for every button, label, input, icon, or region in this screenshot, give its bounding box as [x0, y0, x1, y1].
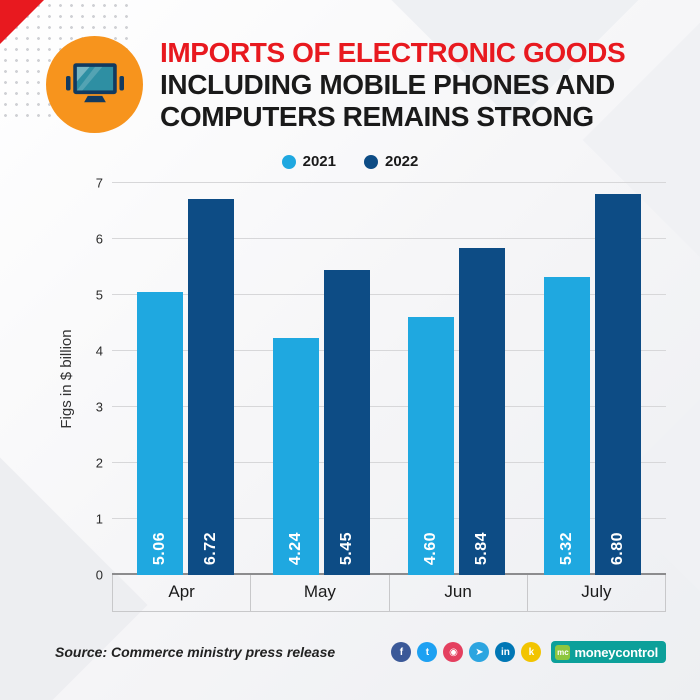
y-tick-label: 6 — [95, 231, 103, 247]
bar-2022-apr: 6.72 — [188, 198, 235, 575]
twitter-icon[interactable]: t — [417, 642, 438, 662]
x-axis: Apr May Jun July — [112, 575, 666, 612]
gridline — [112, 182, 666, 183]
legend-item-2022: 2022 — [364, 153, 418, 170]
y-tick-label: 2 — [95, 455, 103, 471]
linkedin-icon[interactable]: in — [495, 642, 516, 662]
koo-icon[interactable]: k — [521, 642, 542, 662]
bar-group-may: 4.24 5.45 — [272, 183, 370, 575]
page-title-line2: INCLUDING MOBILE PHONES AND — [160, 69, 615, 101]
bar-2022-jun: 5.84 — [459, 247, 506, 575]
instagram-icon[interactable]: ◉ — [443, 642, 464, 662]
gridline — [112, 573, 666, 575]
legend-label-2021: 2021 — [302, 153, 336, 170]
bar-2021-may: 4.24 — [272, 337, 319, 575]
y-tick-label: 1 — [95, 511, 103, 527]
footer: Source: Commerce ministry press release … — [55, 641, 666, 663]
bar-value-label: 5.45 — [337, 531, 355, 565]
bar-value-label: 4.24 — [286, 531, 304, 565]
tv-icon-badge — [46, 36, 143, 133]
legend-dot-2022 — [364, 154, 378, 169]
x-axis-label-may: May — [250, 575, 388, 611]
gridline — [112, 462, 666, 463]
gridline — [112, 518, 666, 519]
page-title-line3: COMPUTERS REMAINS STRONG — [160, 101, 594, 133]
legend: 2021 2022 — [0, 153, 700, 170]
title-block: IMPORTS OF ELECTRONIC GOODS INCLUDING MO… — [160, 37, 682, 134]
tv-icon — [65, 62, 124, 102]
bar-value-label: 5.32 — [557, 531, 575, 565]
telegram-icon[interactable]: ➤ — [469, 642, 490, 662]
moneycontrol-logo-mark: mc — [555, 644, 571, 660]
y-tick-label: 5 — [95, 287, 103, 303]
gridline — [112, 350, 666, 351]
y-axis-ticks: 0 1 2 3 4 5 6 7 — [82, 176, 112, 583]
bar-2021-july: 5.32 — [543, 277, 590, 575]
bars-layer: 5.06 6.72 4.24 5.45 4.60 5.84 5.32 6.80 — [112, 183, 666, 575]
bar-group-apr: 5.06 6.72 — [137, 183, 235, 575]
moneycontrol-logo[interactable]: mc moneycontrol — [551, 641, 666, 663]
corner-accent-triangle — [0, 0, 44, 44]
legend-label-2022: 2022 — [385, 153, 419, 170]
bar-value-label: 6.80 — [608, 531, 626, 565]
bar-2021-apr: 5.06 — [137, 291, 184, 575]
page-title-line1: IMPORTS OF ELECTRONIC GOODS — [160, 37, 626, 68]
x-axis-label-apr: Apr — [112, 575, 250, 611]
y-axis-title-col: Figs in $ billion — [56, 183, 82, 575]
y-tick-label: 0 — [95, 567, 103, 583]
x-axis-label-jun: Jun — [388, 575, 527, 611]
legend-dot-2021 — [281, 154, 296, 169]
y-tick-label: 3 — [95, 399, 103, 415]
bar-value-label: 5.84 — [473, 531, 491, 565]
bar-group-jun: 4.60 5.84 — [408, 183, 506, 575]
gridline — [112, 294, 666, 295]
y-tick-label: 7 — [95, 175, 103, 191]
source-text: Source: Commerce ministry press release — [55, 644, 336, 660]
bar-2022-may: 5.45 — [323, 269, 370, 575]
x-axis-row: Apr May Jun July — [56, 575, 666, 612]
plot-area: 5.06 6.72 4.24 5.45 4.60 5.84 5.32 6.80 — [112, 182, 666, 575]
x-axis-label-july: July — [526, 575, 666, 611]
bar-2021-jun: 4.60 — [408, 317, 455, 575]
bar-value-label: 4.60 — [422, 531, 440, 565]
bar-value-label: 5.06 — [151, 531, 169, 565]
x-axis-spacer — [56, 575, 112, 612]
gridline — [112, 238, 666, 239]
facebook-icon[interactable]: f — [391, 642, 412, 662]
moneycontrol-logo-text: moneycontrol — [574, 644, 658, 660]
y-axis-title: Figs in $ billion — [58, 329, 75, 429]
social-bar: f t ◉ ➤ in k mc moneycontrol — [391, 641, 666, 663]
bar-2022-july: 6.80 — [594, 194, 641, 575]
bar-group-july: 5.32 6.80 — [543, 183, 641, 575]
grid-layer — [112, 182, 666, 575]
bar-value-label: 6.72 — [202, 531, 220, 565]
social-icons-group: f t ◉ ➤ in k — [391, 642, 542, 662]
legend-item-2021: 2021 — [281, 153, 336, 170]
y-tick-label: 4 — [95, 343, 103, 359]
gridline — [112, 406, 666, 407]
